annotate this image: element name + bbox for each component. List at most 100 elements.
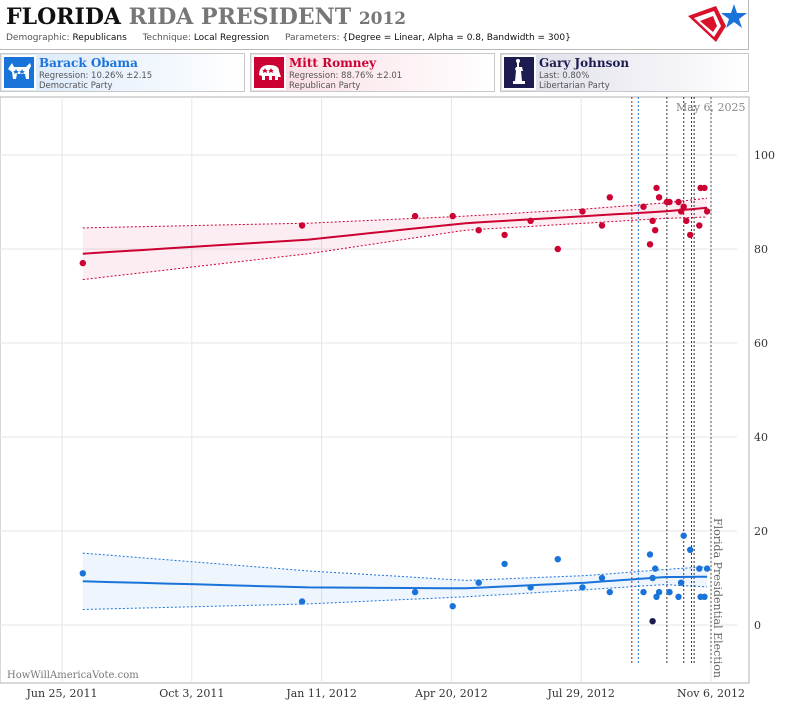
poll-point bbox=[683, 217, 690, 224]
poll-point bbox=[649, 618, 656, 625]
trend-line bbox=[82, 575, 708, 590]
elephant-icon bbox=[252, 55, 286, 90]
poll-point bbox=[79, 259, 87, 267]
poll-point bbox=[598, 574, 606, 582]
poll-point bbox=[640, 203, 647, 210]
poll-point bbox=[475, 579, 482, 586]
y-tick-label: 0 bbox=[754, 619, 761, 632]
demographic-value: Republicans bbox=[72, 33, 127, 43]
poll-point bbox=[649, 574, 656, 582]
poll-point bbox=[646, 551, 654, 558]
event-lines bbox=[631, 97, 712, 665]
poll-point bbox=[680, 532, 687, 539]
candidate-last-value: Last: 0.80% bbox=[539, 71, 590, 81]
x-axis: Jun 25, 2011 Oct 3, 2011 Jan 11, 2012 Apr 2… bbox=[25, 687, 745, 700]
poll-point bbox=[696, 222, 703, 229]
poll-point bbox=[298, 222, 306, 229]
y-tick-label: 20 bbox=[754, 525, 768, 538]
technique-value: Local Regression bbox=[193, 33, 270, 43]
poll-point bbox=[703, 208, 711, 215]
poll-point bbox=[649, 217, 656, 224]
poll-point bbox=[527, 217, 534, 224]
poll-point bbox=[680, 203, 687, 210]
poll-point bbox=[554, 556, 561, 563]
parameters-label: Parameters: bbox=[284, 33, 340, 43]
candidate-party: Republican Party bbox=[289, 81, 361, 91]
poll-point bbox=[501, 560, 508, 568]
demographic-label: Demographic: bbox=[6, 33, 70, 43]
x-tick-label: Jul 29, 2012 bbox=[546, 687, 615, 700]
poll-point bbox=[701, 184, 708, 192]
x-tick-label: Jun 25, 2011 bbox=[25, 687, 97, 700]
candidate-name: Gary Johnson bbox=[539, 56, 630, 70]
title-rest: RIDA PRESIDENT bbox=[128, 4, 352, 30]
poll-point bbox=[655, 588, 663, 596]
y-axis: 0 20 40 60 80 100 bbox=[754, 149, 775, 632]
poll-point bbox=[606, 588, 613, 596]
title-state: FLORIDA bbox=[6, 4, 121, 30]
poll-point bbox=[527, 584, 534, 591]
poll-point bbox=[501, 231, 508, 239]
poll-point bbox=[598, 222, 606, 229]
trend-line bbox=[82, 206, 708, 255]
confidence-band-lower bbox=[82, 216, 708, 281]
poll-point bbox=[666, 198, 673, 206]
poll-point bbox=[554, 245, 561, 253]
candidate-regression: Regression: 10.26% ±2.15 bbox=[39, 71, 153, 81]
credit-text: HowWillAmericaVote.com bbox=[7, 670, 139, 681]
poll-point bbox=[475, 227, 482, 234]
y-tick-label: 100 bbox=[754, 149, 775, 162]
poll-point bbox=[652, 227, 659, 234]
donkey-icon bbox=[2, 55, 36, 90]
poll-point bbox=[411, 212, 419, 220]
poll-point bbox=[646, 241, 654, 248]
poll-point bbox=[677, 208, 685, 215]
x-tick-label: Jan 11, 2012 bbox=[285, 687, 357, 700]
candidate-regression: Regression: 88.76% ±2.01 bbox=[289, 71, 403, 81]
poll-point bbox=[579, 584, 586, 591]
poll-point bbox=[666, 588, 673, 596]
candidate-card-obama: Barack Obama Regression: 10.26% ±2.15 De… bbox=[0, 53, 245, 92]
poll-point bbox=[677, 579, 685, 586]
poll-point bbox=[701, 593, 708, 600]
poll-point bbox=[411, 588, 419, 596]
candidate-card-romney: Mitt Romney Regression: 88.76% ±2.01 Rep… bbox=[250, 53, 495, 92]
y-tick-label: 80 bbox=[754, 243, 768, 256]
poll-point bbox=[675, 593, 682, 600]
x-tick-label: Nov 6, 2012 bbox=[677, 687, 745, 700]
poll-point bbox=[640, 588, 647, 596]
title-year: 2012 bbox=[358, 9, 407, 29]
poll-point bbox=[606, 194, 613, 201]
poll-point bbox=[79, 570, 87, 577]
plot-area bbox=[0, 96, 750, 684]
poll-point bbox=[449, 603, 456, 610]
candidate-party: Democratic Party bbox=[39, 81, 113, 91]
confidence-band-upper bbox=[82, 552, 708, 581]
chart-title: FLORIDA RIDA PRESIDENT 2012 bbox=[6, 4, 406, 30]
confidence-band-fill bbox=[82, 553, 708, 610]
poll-point bbox=[653, 184, 660, 192]
poll-point bbox=[652, 565, 659, 572]
y-tick-label: 60 bbox=[754, 337, 768, 350]
poll-point bbox=[675, 198, 682, 206]
poll-point bbox=[696, 565, 703, 572]
trend-lines bbox=[82, 206, 708, 590]
candidate-card-johnson: Gary Johnson Last: 0.80% Libertarian Par… bbox=[500, 53, 749, 92]
candidate-party: Libertarian Party bbox=[539, 81, 610, 91]
poll-point bbox=[298, 598, 306, 605]
poll-point bbox=[653, 593, 660, 600]
technique-label: Technique: bbox=[142, 33, 191, 43]
poll-point bbox=[449, 212, 456, 220]
x-tick-label: Apr 20, 2012 bbox=[414, 687, 488, 700]
y-tick-label: 40 bbox=[754, 431, 768, 444]
chart-parameters: Demographic: Republicans Technique: Loca… bbox=[6, 33, 571, 43]
poll-point bbox=[687, 546, 694, 553]
poll-point bbox=[687, 231, 694, 239]
poll-point bbox=[655, 194, 663, 201]
x-tick-label: Oct 3, 2011 bbox=[159, 687, 224, 700]
poll-point bbox=[703, 565, 711, 572]
election-label: Florida Presidential Election bbox=[711, 518, 724, 678]
poll-point bbox=[579, 208, 586, 215]
today-label: May 6, 2025 bbox=[676, 101, 746, 114]
